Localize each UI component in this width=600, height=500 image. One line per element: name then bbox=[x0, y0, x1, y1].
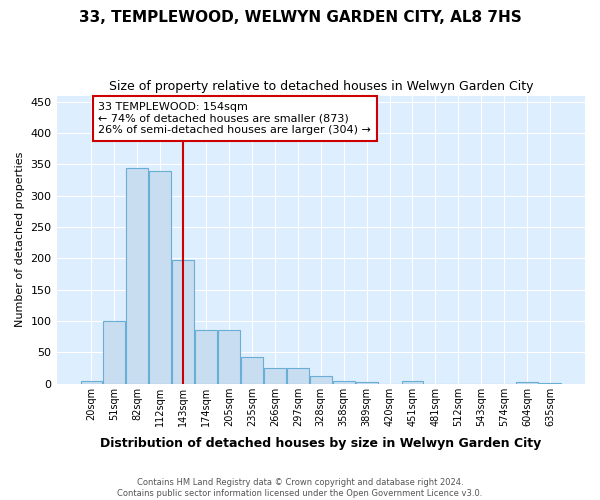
Bar bbox=[333, 380, 355, 384]
Bar bbox=[172, 260, 194, 384]
Bar bbox=[103, 321, 125, 384]
X-axis label: Distribution of detached houses by size in Welwyn Garden City: Distribution of detached houses by size … bbox=[100, 437, 541, 450]
Bar bbox=[287, 368, 309, 384]
Bar bbox=[264, 368, 286, 384]
Bar bbox=[516, 382, 538, 384]
Text: 33 TEMPLEWOOD: 154sqm
← 74% of detached houses are smaller (873)
26% of semi-det: 33 TEMPLEWOOD: 154sqm ← 74% of detached … bbox=[98, 102, 371, 135]
Bar bbox=[80, 380, 103, 384]
Text: Contains HM Land Registry data © Crown copyright and database right 2024.
Contai: Contains HM Land Registry data © Crown c… bbox=[118, 478, 482, 498]
Bar bbox=[127, 168, 148, 384]
Bar bbox=[539, 383, 561, 384]
Bar bbox=[356, 382, 377, 384]
Bar bbox=[218, 330, 240, 384]
Bar bbox=[195, 330, 217, 384]
Y-axis label: Number of detached properties: Number of detached properties bbox=[15, 152, 25, 328]
Bar bbox=[149, 170, 171, 384]
Bar bbox=[241, 357, 263, 384]
Bar bbox=[401, 380, 424, 384]
Title: Size of property relative to detached houses in Welwyn Garden City: Size of property relative to detached ho… bbox=[109, 80, 533, 93]
Bar bbox=[310, 376, 332, 384]
Text: 33, TEMPLEWOOD, WELWYN GARDEN CITY, AL8 7HS: 33, TEMPLEWOOD, WELWYN GARDEN CITY, AL8 … bbox=[79, 10, 521, 25]
